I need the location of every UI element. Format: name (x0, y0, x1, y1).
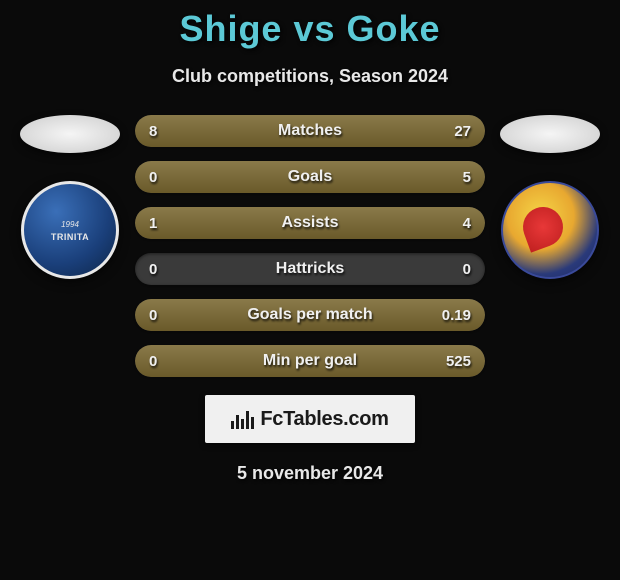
club-badge-left (21, 181, 119, 279)
club-badge-right (501, 181, 599, 279)
stat-fill-right (215, 115, 485, 147)
brand-text: FcTables.com (260, 408, 388, 431)
stat-label: Matches (278, 122, 342, 140)
stat-label: Goals per match (247, 306, 372, 324)
player-right-column (495, 115, 605, 279)
player-left-column (15, 115, 125, 279)
stat-value-right: 27 (454, 123, 471, 140)
stats-column: 8 Matches 27 0 Goals 5 1 Assists 4 0 Hattricks 0 0 Go… (135, 115, 485, 377)
brand-chart-icon (231, 409, 254, 429)
stat-fill-left (135, 207, 205, 239)
stat-value-right: 0 (463, 261, 471, 278)
stat-bar: 0 Hattricks 0 (135, 253, 485, 285)
page-title: Shige vs Goke (0, 8, 620, 50)
main-area: 8 Matches 27 0 Goals 5 1 Assists 4 0 Hattricks 0 0 Go… (0, 115, 620, 377)
stat-value-left: 0 (149, 353, 157, 370)
stat-value-left: 0 (149, 261, 157, 278)
stat-bar: 1 Assists 4 (135, 207, 485, 239)
stat-label: Hattricks (276, 260, 344, 278)
stat-fill-right (205, 207, 485, 239)
stat-value-right: 525 (446, 353, 471, 370)
stat-value-right: 0.19 (442, 307, 471, 324)
stat-bar: 0 Goals 5 (135, 161, 485, 193)
stat-value-left: 1 (149, 215, 157, 232)
page-subtitle: Club competitions, Season 2024 (0, 66, 620, 87)
player-left-avatar (20, 115, 120, 153)
stat-value-right: 4 (463, 215, 471, 232)
date-line: 5 november 2024 (0, 463, 620, 484)
stat-value-left: 0 (149, 169, 157, 186)
stat-label: Assists (282, 214, 339, 232)
stat-label: Goals (288, 168, 332, 186)
stat-bar: 0 Goals per match 0.19 (135, 299, 485, 331)
stat-bar: 0 Min per goal 525 (135, 345, 485, 377)
comparison-card: Shige vs Goke Club competitions, Season … (0, 0, 620, 580)
stat-bar: 8 Matches 27 (135, 115, 485, 147)
stat-value-left: 8 (149, 123, 157, 140)
stat-label: Min per goal (263, 352, 357, 370)
stat-value-left: 0 (149, 307, 157, 324)
stat-fill-left (135, 115, 215, 147)
stat-value-right: 5 (463, 169, 471, 186)
footer-brand[interactable]: FcTables.com (205, 395, 415, 443)
player-right-avatar (500, 115, 600, 153)
